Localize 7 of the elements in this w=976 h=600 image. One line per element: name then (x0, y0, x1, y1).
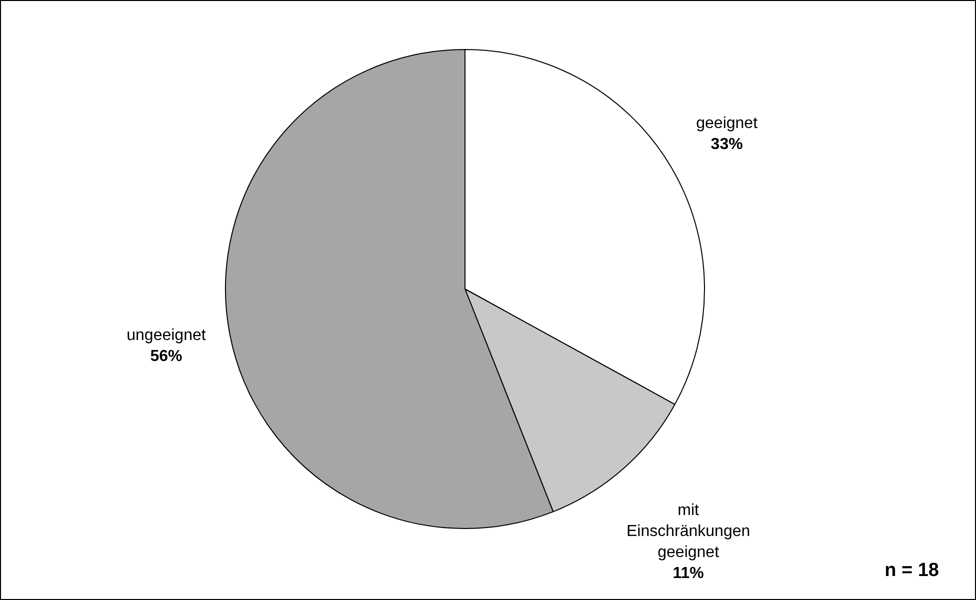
data-label: 11% (672, 565, 704, 582)
data-label: 56% (150, 348, 182, 365)
slice-label: ungeeignet (126, 326, 206, 344)
slice-label: mit Einschränkungen geeignet (626, 502, 750, 562)
data-label: 33% (710, 136, 743, 154)
slice-label: geeignet (696, 115, 758, 132)
text: n = 18 (884, 560, 939, 582)
